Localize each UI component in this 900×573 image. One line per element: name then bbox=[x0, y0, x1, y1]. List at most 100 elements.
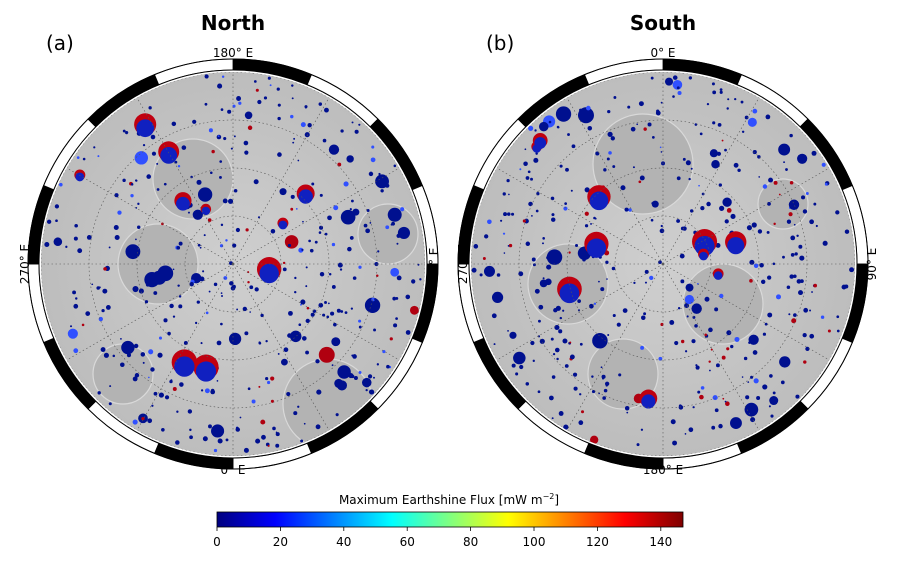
shadowed-region bbox=[396, 275, 402, 281]
shadowed-region bbox=[627, 105, 631, 109]
shadowed-region bbox=[174, 160, 178, 164]
shadowed-region bbox=[794, 252, 798, 256]
shadowed-region bbox=[563, 206, 568, 211]
shadowed-region bbox=[276, 87, 280, 91]
shadowed-region bbox=[331, 364, 334, 367]
shadowed-region bbox=[679, 253, 685, 259]
shadowed-region bbox=[680, 226, 685, 231]
shadowed-region bbox=[484, 265, 495, 277]
shadowed-region bbox=[103, 267, 107, 271]
shadowed-region bbox=[284, 235, 299, 249]
shadowed-region bbox=[373, 376, 375, 379]
shadowed-region bbox=[570, 189, 573, 192]
shadowed-region bbox=[194, 321, 198, 325]
shadowed-region bbox=[227, 198, 234, 204]
shadowed-region bbox=[236, 308, 239, 311]
shadowed-region bbox=[305, 285, 308, 288]
shadowed-region bbox=[102, 288, 108, 294]
shadowed-region bbox=[219, 175, 222, 179]
shadowed-region bbox=[503, 212, 507, 217]
shadowed-crater-floor bbox=[586, 238, 607, 258]
shadowed-region bbox=[603, 168, 607, 172]
shadowed-region bbox=[767, 312, 773, 318]
shadowed-region bbox=[827, 329, 831, 333]
shadowed-region bbox=[734, 336, 740, 342]
shadowed-region bbox=[768, 177, 774, 183]
shadowed-region bbox=[200, 389, 204, 392]
shadowed-region bbox=[593, 302, 597, 305]
shadowed-region bbox=[157, 265, 174, 282]
shadowed-region bbox=[142, 361, 145, 364]
shadowed-region bbox=[508, 193, 510, 196]
shadowed-region bbox=[390, 223, 393, 226]
shadowed-region bbox=[336, 380, 347, 391]
colorbar-title-close: ] bbox=[554, 493, 559, 507]
shadowed-region bbox=[145, 282, 150, 287]
shadowed-region bbox=[249, 311, 251, 313]
shadowed-region bbox=[374, 261, 379, 267]
shadowed-region bbox=[318, 346, 335, 363]
shadowed-region bbox=[220, 108, 224, 112]
shadowed-region bbox=[535, 209, 539, 213]
shadowed-crater-floor bbox=[136, 119, 155, 138]
shadowed-region bbox=[711, 425, 716, 430]
shadowed-region bbox=[595, 151, 600, 156]
shadowed-region bbox=[684, 294, 695, 305]
shadowed-region bbox=[157, 352, 163, 358]
shadowed-region bbox=[538, 304, 544, 310]
shadowed-region bbox=[658, 260, 662, 265]
shadowed-region bbox=[534, 129, 537, 132]
crater-basin bbox=[592, 113, 694, 215]
shadowed-region bbox=[650, 76, 654, 80]
shadowed-region bbox=[277, 152, 282, 157]
shadowed-region bbox=[605, 260, 609, 264]
shadowed-region bbox=[704, 333, 708, 337]
shadowed-region bbox=[606, 278, 608, 280]
shadowed-region bbox=[530, 340, 535, 346]
shadowed-region bbox=[153, 391, 158, 396]
shadowed-region bbox=[369, 222, 372, 224]
shadowed-region bbox=[636, 123, 639, 126]
shadowed-region bbox=[67, 328, 78, 339]
shadowed-region bbox=[813, 283, 818, 288]
shadowed-region bbox=[579, 108, 582, 112]
shadowed-region bbox=[797, 153, 808, 164]
shadowed-region bbox=[798, 244, 803, 249]
shadowed-region bbox=[277, 352, 280, 355]
shadowed-region bbox=[594, 217, 597, 220]
shadowed-region bbox=[275, 431, 278, 434]
shadowed-region bbox=[600, 287, 605, 292]
shadowed-region bbox=[587, 125, 593, 131]
meridian-line bbox=[496, 167, 664, 265]
shadowed-region bbox=[780, 380, 785, 385]
shadowed-crater-floor bbox=[259, 263, 279, 284]
shadowed-region bbox=[639, 175, 645, 181]
shadowed-region bbox=[385, 183, 390, 188]
shadowed-region bbox=[785, 168, 788, 171]
shadowed-region bbox=[824, 182, 828, 186]
south-lon-left: 270° E bbox=[456, 244, 470, 284]
shadowed-region bbox=[140, 352, 146, 357]
shadowed-region bbox=[532, 263, 536, 267]
shadowed-region bbox=[624, 207, 629, 212]
shadowed-region bbox=[556, 357, 559, 361]
south-lon-right: 90° E bbox=[865, 248, 879, 281]
shadowed-region bbox=[821, 162, 826, 167]
meridian-line bbox=[232, 97, 330, 265]
meridian-line bbox=[662, 97, 760, 265]
shadowed-region bbox=[539, 121, 549, 132]
shadowed-region bbox=[217, 438, 223, 444]
shadowed-region bbox=[748, 341, 751, 345]
shadowed-region bbox=[601, 374, 606, 379]
shadowed-region bbox=[550, 196, 555, 201]
shadowed-region bbox=[322, 313, 326, 317]
shadowed-crater-floor bbox=[176, 196, 190, 211]
shadowed-region bbox=[126, 353, 132, 358]
shadowed-region bbox=[358, 325, 362, 329]
shadowed-region bbox=[172, 268, 175, 271]
shadowed-region bbox=[343, 181, 349, 187]
shadowed-region bbox=[535, 152, 538, 155]
shadowed-region bbox=[151, 151, 157, 156]
shadowed-region bbox=[247, 387, 251, 391]
shadowed-region bbox=[496, 273, 501, 277]
